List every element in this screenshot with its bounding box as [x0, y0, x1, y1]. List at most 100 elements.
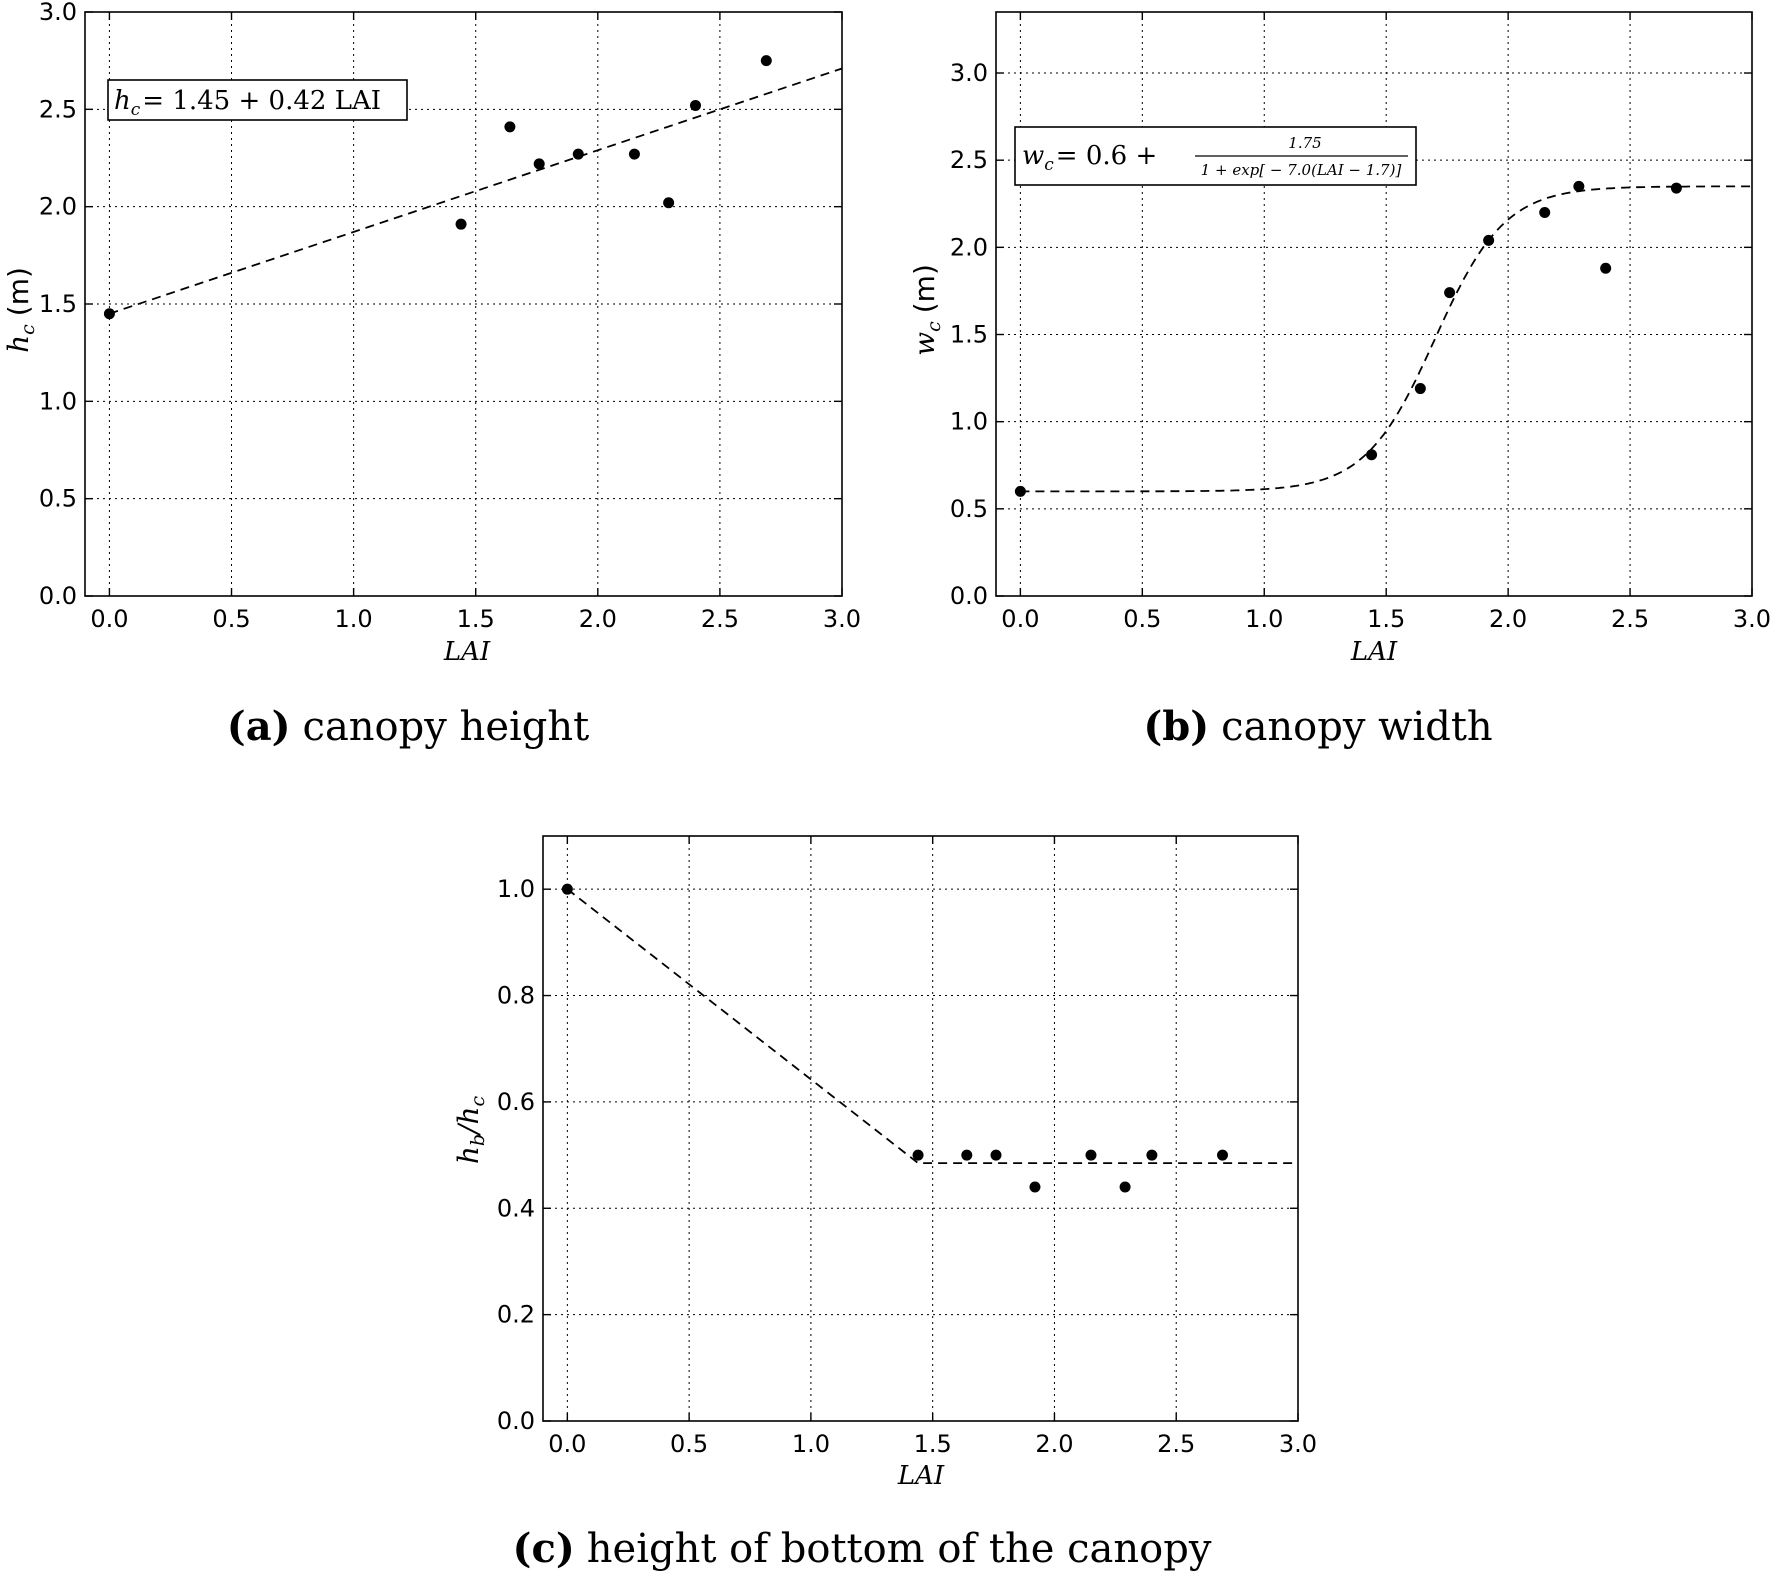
- svg-text:1.75: 1.75: [1288, 134, 1321, 152]
- y-tick-label: 0.4: [497, 1194, 535, 1222]
- x-tick-label: 2.5: [1157, 1430, 1195, 1458]
- y-tick-label: 0.6: [497, 1088, 535, 1116]
- data-point: [1600, 262, 1612, 274]
- x-tick-label: 0.5: [670, 1430, 708, 1458]
- x-tick-label: 1.5: [914, 1430, 952, 1458]
- x-tick-label: 1.0: [792, 1430, 830, 1458]
- panel-b-frame: [995, 11, 1753, 597]
- panel-b-fit: [1020, 185, 1752, 493]
- panel-c-ylabel: hb/hc: [452, 1095, 489, 1164]
- panel-a-fit: [109, 67, 843, 315]
- y-tick-label: 2.0: [39, 193, 77, 221]
- panel-c-caption: (c) height of bottom of the canopy: [513, 1525, 1212, 1572]
- fit-line: [1020, 185, 1752, 493]
- panel-a-caption: (a) canopy height: [227, 703, 589, 750]
- panel-a-xticks: 0.0 0.5 1.0 1.5 2.0 2.5 3.0: [90, 12, 861, 633]
- y-tick-label: 0.8: [497, 982, 535, 1010]
- x-tick-label: 2.0: [579, 605, 617, 633]
- y-tick-label: 0.5: [39, 485, 77, 513]
- panel-b-caption: (b) canopy width: [1143, 703, 1492, 750]
- panel-b-points: [1014, 180, 1682, 497]
- x-tick-label: 0.0: [90, 605, 128, 633]
- data-point: [533, 158, 545, 170]
- data-point: [689, 99, 701, 111]
- fit-line: [566, 888, 1298, 1164]
- x-tick-label: 0.5: [212, 605, 250, 633]
- panel-c-frame: [542, 835, 1299, 1422]
- panel-a-xlabel: LAI: [443, 637, 491, 667]
- data-point: [1119, 1181, 1131, 1193]
- x-tick-label: 1.5: [457, 605, 495, 633]
- y-tick-label: 0.0: [950, 582, 988, 610]
- data-point: [961, 1149, 973, 1161]
- y-tick-label: 1.5: [950, 321, 988, 349]
- x-tick-label: 2.0: [1035, 1430, 1073, 1458]
- y-tick-label: 0.2: [497, 1301, 535, 1329]
- y-tick-label: 3.0: [39, 0, 77, 26]
- svg-text:1 + exp[ − 7.0(LAI − 1.7)]: 1 + exp[ − 7.0(LAI − 1.7)]: [1201, 161, 1402, 179]
- y-tick-label: 1.0: [497, 875, 535, 903]
- data-point: [1217, 1149, 1228, 1161]
- data-point: [1573, 180, 1585, 192]
- data-point: [1366, 449, 1378, 461]
- data-point: [1029, 1181, 1041, 1193]
- data-point: [455, 218, 467, 230]
- y-tick-label: 0.0: [39, 582, 77, 610]
- y-tick-label: 1.5: [39, 290, 77, 318]
- panel-c-grid: [543, 836, 1299, 1422]
- y-tick-label: 2.0: [950, 233, 988, 261]
- fit-line: [109, 67, 843, 315]
- x-tick-label: 0.0: [1001, 605, 1039, 633]
- x-tick-label: 2.5: [1611, 605, 1649, 633]
- panel-b-ylabel: wc(m): [908, 264, 945, 356]
- x-tick-label: 3.0: [823, 605, 861, 633]
- data-point: [1414, 383, 1426, 395]
- data-point: [1670, 182, 1682, 194]
- data-point: [663, 197, 675, 209]
- data-point: [561, 883, 573, 895]
- panel-a-equation-box: hc= 1.45 + 0.42 LAI: [107, 79, 408, 121]
- panel-b-yticks: 0.0 0.5 1.0 1.5 2.0 2.5 3.0: [950, 59, 1752, 610]
- svg-text:wc= 0.6 +: wc= 0.6 +: [1022, 141, 1157, 175]
- y-tick-label: 0.0: [497, 1407, 535, 1435]
- y-tick-label: 1.0: [950, 408, 988, 436]
- x-tick-label: 2.0: [1489, 605, 1527, 633]
- data-point: [1539, 206, 1551, 218]
- data-point: [1085, 1149, 1097, 1161]
- panel-c-fit: [566, 888, 1298, 1164]
- panel-b-xticks: 0.0 0.5 1.0 1.5 2.0 2.5 3.0: [1001, 12, 1771, 633]
- data-point: [572, 148, 584, 160]
- panel-b-grid: [996, 12, 1753, 597]
- data-point: [1014, 485, 1026, 497]
- data-point: [760, 55, 772, 67]
- data-point: [1483, 234, 1495, 246]
- panel-b-xlabel: LAI: [1350, 637, 1398, 667]
- data-point: [504, 121, 516, 133]
- panel-c-xticks: 0.0 0.5 1.0 1.5 2.0 2.5 3.0: [548, 836, 1317, 1458]
- data-point: [1146, 1149, 1158, 1161]
- x-tick-label: 0.0: [548, 1430, 586, 1458]
- data-point: [103, 308, 115, 320]
- y-tick-label: 2.5: [39, 95, 77, 123]
- y-tick-label: 2.5: [950, 146, 988, 174]
- data-point: [628, 148, 640, 160]
- x-tick-label: 2.5: [701, 605, 739, 633]
- x-tick-label: 3.0: [1279, 1430, 1317, 1458]
- y-tick-label: 3.0: [950, 59, 988, 87]
- x-tick-label: 3.0: [1733, 605, 1771, 633]
- y-tick-label: 1.0: [39, 387, 77, 415]
- panel-c-yticks: 0.0 0.2 0.4 0.6 0.8 1.0: [497, 875, 1298, 1435]
- panel-a-canopy-height: 0.0 0.5 1.0 1.5 2.0 2.5 3.0 0.0 0.5 1.0 1.5 2.0 2.5…: [2, 0, 861, 750]
- x-tick-label: 0.5: [1123, 605, 1161, 633]
- x-tick-label: 1.5: [1367, 605, 1405, 633]
- panel-a-ylabel: hc(m): [2, 267, 39, 353]
- panel-c-points: [561, 883, 1228, 1193]
- data-point: [912, 1149, 924, 1161]
- x-tick-label: 1.0: [1245, 605, 1283, 633]
- y-tick-label: 0.5: [950, 495, 988, 523]
- panel-b-equation-box: wc= 0.6 + 1.75 1 + exp[ − 7.0(LAI − 1.7)…: [1014, 126, 1417, 186]
- svg-text:hc= 1.45 + 0.42 LAI: hc= 1.45 + 0.42 LAI: [114, 86, 381, 120]
- data-point: [1444, 287, 1456, 299]
- x-tick-label: 1.0: [335, 605, 373, 633]
